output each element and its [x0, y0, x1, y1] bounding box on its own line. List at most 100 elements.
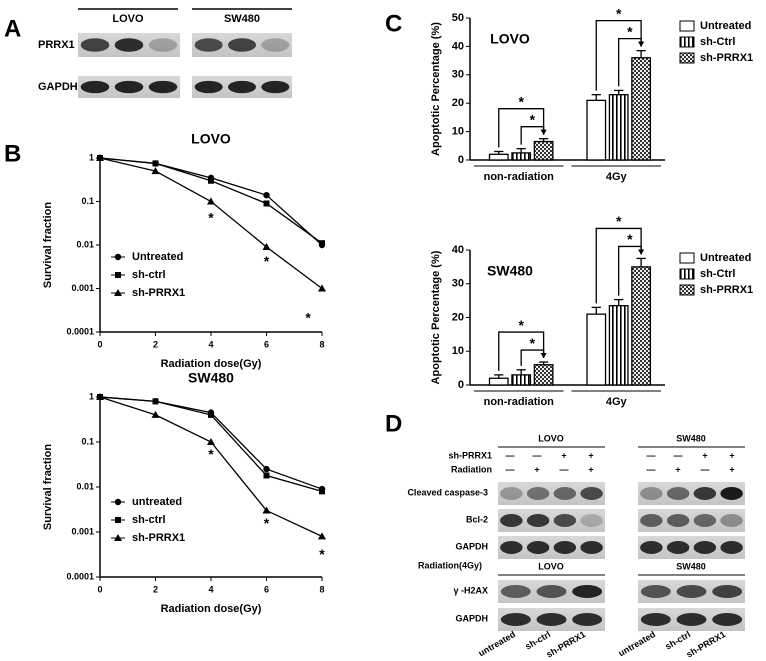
blot-band — [676, 613, 707, 626]
chart-title: LOVO — [490, 31, 530, 47]
significance-star: * — [627, 231, 633, 247]
bar — [631, 266, 652, 386]
significance-star: * — [208, 446, 214, 462]
significance-star: * — [530, 111, 536, 127]
lane-label: untreated — [617, 629, 658, 658]
x-tick-label: 0 — [97, 339, 102, 349]
marker — [151, 410, 160, 418]
panel-letter: B — [4, 140, 21, 167]
blot-strip — [498, 482, 605, 505]
legend-label: sh-ctrl — [132, 269, 166, 281]
condition-mark: — — [560, 464, 569, 474]
marker — [152, 160, 159, 167]
x-tick-label: 4Gy — [606, 171, 628, 183]
blot-band — [712, 585, 743, 598]
bracket-arrow — [540, 129, 547, 135]
group-label: SW480 — [224, 13, 260, 25]
bar — [488, 377, 509, 386]
blot-band — [580, 541, 603, 554]
blot-band — [640, 541, 663, 554]
x-tick-label: non-radiation — [484, 396, 555, 408]
chart-title: SW480 — [487, 263, 533, 279]
legend-swatch — [679, 36, 695, 48]
significance-star: * — [264, 515, 270, 531]
y-tick-label: 0.0001 — [66, 326, 94, 336]
condition-mark: — — [674, 450, 683, 460]
significance-bracket — [595, 227, 642, 304]
blot-band — [228, 38, 256, 52]
lane-label: untreated — [477, 629, 518, 658]
x-tick-label: non-radiation — [484, 171, 555, 183]
legend-label: Untreated — [700, 20, 751, 32]
legend-swatch — [679, 284, 695, 296]
marker — [152, 398, 159, 405]
blot-band — [194, 38, 223, 52]
row-label: γ -H2AX — [453, 585, 488, 595]
marker — [263, 472, 270, 479]
condition-mark: — — [506, 464, 515, 474]
legend-swatch — [679, 252, 695, 264]
row-label: Bcl-2 — [466, 514, 488, 524]
condition-mark: + — [561, 450, 566, 460]
y-tick-label: 30 — [452, 278, 464, 290]
y-tick-label: 0.1 — [81, 436, 94, 446]
y-tick-label: 10 — [452, 126, 464, 138]
marker — [263, 465, 270, 473]
significance-bracket — [595, 20, 642, 91]
chart-title: SW480 — [188, 370, 234, 386]
blot-band — [500, 487, 523, 500]
bar — [586, 99, 607, 161]
blot-band — [553, 541, 577, 554]
legend-swatch — [679, 268, 695, 280]
x-tick-label: 8 — [319, 339, 324, 349]
blot-band — [640, 585, 671, 598]
significance-star: * — [616, 213, 622, 229]
blot-band — [640, 613, 671, 626]
y-tick-label: 0.001 — [71, 526, 94, 536]
legend-label: sh-PRRX1 — [700, 52, 753, 64]
blot-band — [526, 541, 550, 554]
x-tick-label: 4 — [208, 339, 213, 349]
y-tick-label: 0 — [458, 154, 464, 166]
blot-band — [572, 585, 603, 598]
legend-label: sh-PRRX1 — [132, 287, 185, 299]
bar — [488, 153, 509, 161]
y-tick-label: 0.1 — [81, 196, 94, 206]
blot-strip — [638, 482, 745, 505]
x-tick-label: 2 — [153, 584, 158, 594]
blot-band — [712, 613, 743, 626]
condition-mark: + — [702, 450, 707, 460]
blot-band — [500, 541, 523, 554]
legend-label: untreated — [132, 496, 182, 508]
legend-label: Untreated — [132, 251, 183, 263]
chart-title: LOVO — [191, 131, 231, 147]
bar — [586, 313, 607, 386]
y-axis-label: Apoptotic Percentage (%) — [430, 250, 442, 384]
y-tick-label: 1 — [89, 391, 94, 401]
blot-band — [720, 514, 743, 527]
bracket-arrow — [638, 249, 645, 255]
blot-band — [572, 613, 603, 626]
lane-label: sh-PRRX1 — [545, 629, 588, 659]
blot-band — [148, 80, 178, 94]
marker — [207, 438, 215, 445]
significance-star: * — [305, 310, 311, 326]
group-label: LOVO — [538, 433, 564, 443]
y-axis-label: Apoptotic Percentage (%) — [430, 22, 442, 156]
legend-label: sh-PRRX1 — [700, 284, 753, 296]
x-tick-label: 6 — [264, 339, 269, 349]
blot-band — [553, 514, 577, 527]
row-label: GAPDH — [38, 81, 78, 93]
bar — [511, 374, 532, 386]
significance-star: * — [530, 335, 536, 351]
significance-bracket — [520, 349, 545, 366]
marker — [318, 532, 326, 540]
marker — [208, 177, 214, 184]
row-label: GAPDH — [455, 613, 488, 623]
blot-band — [640, 514, 663, 527]
bar — [631, 57, 652, 161]
significance-bracket — [498, 331, 545, 371]
x-tick-label: 4 — [208, 584, 213, 594]
marker — [96, 154, 104, 161]
